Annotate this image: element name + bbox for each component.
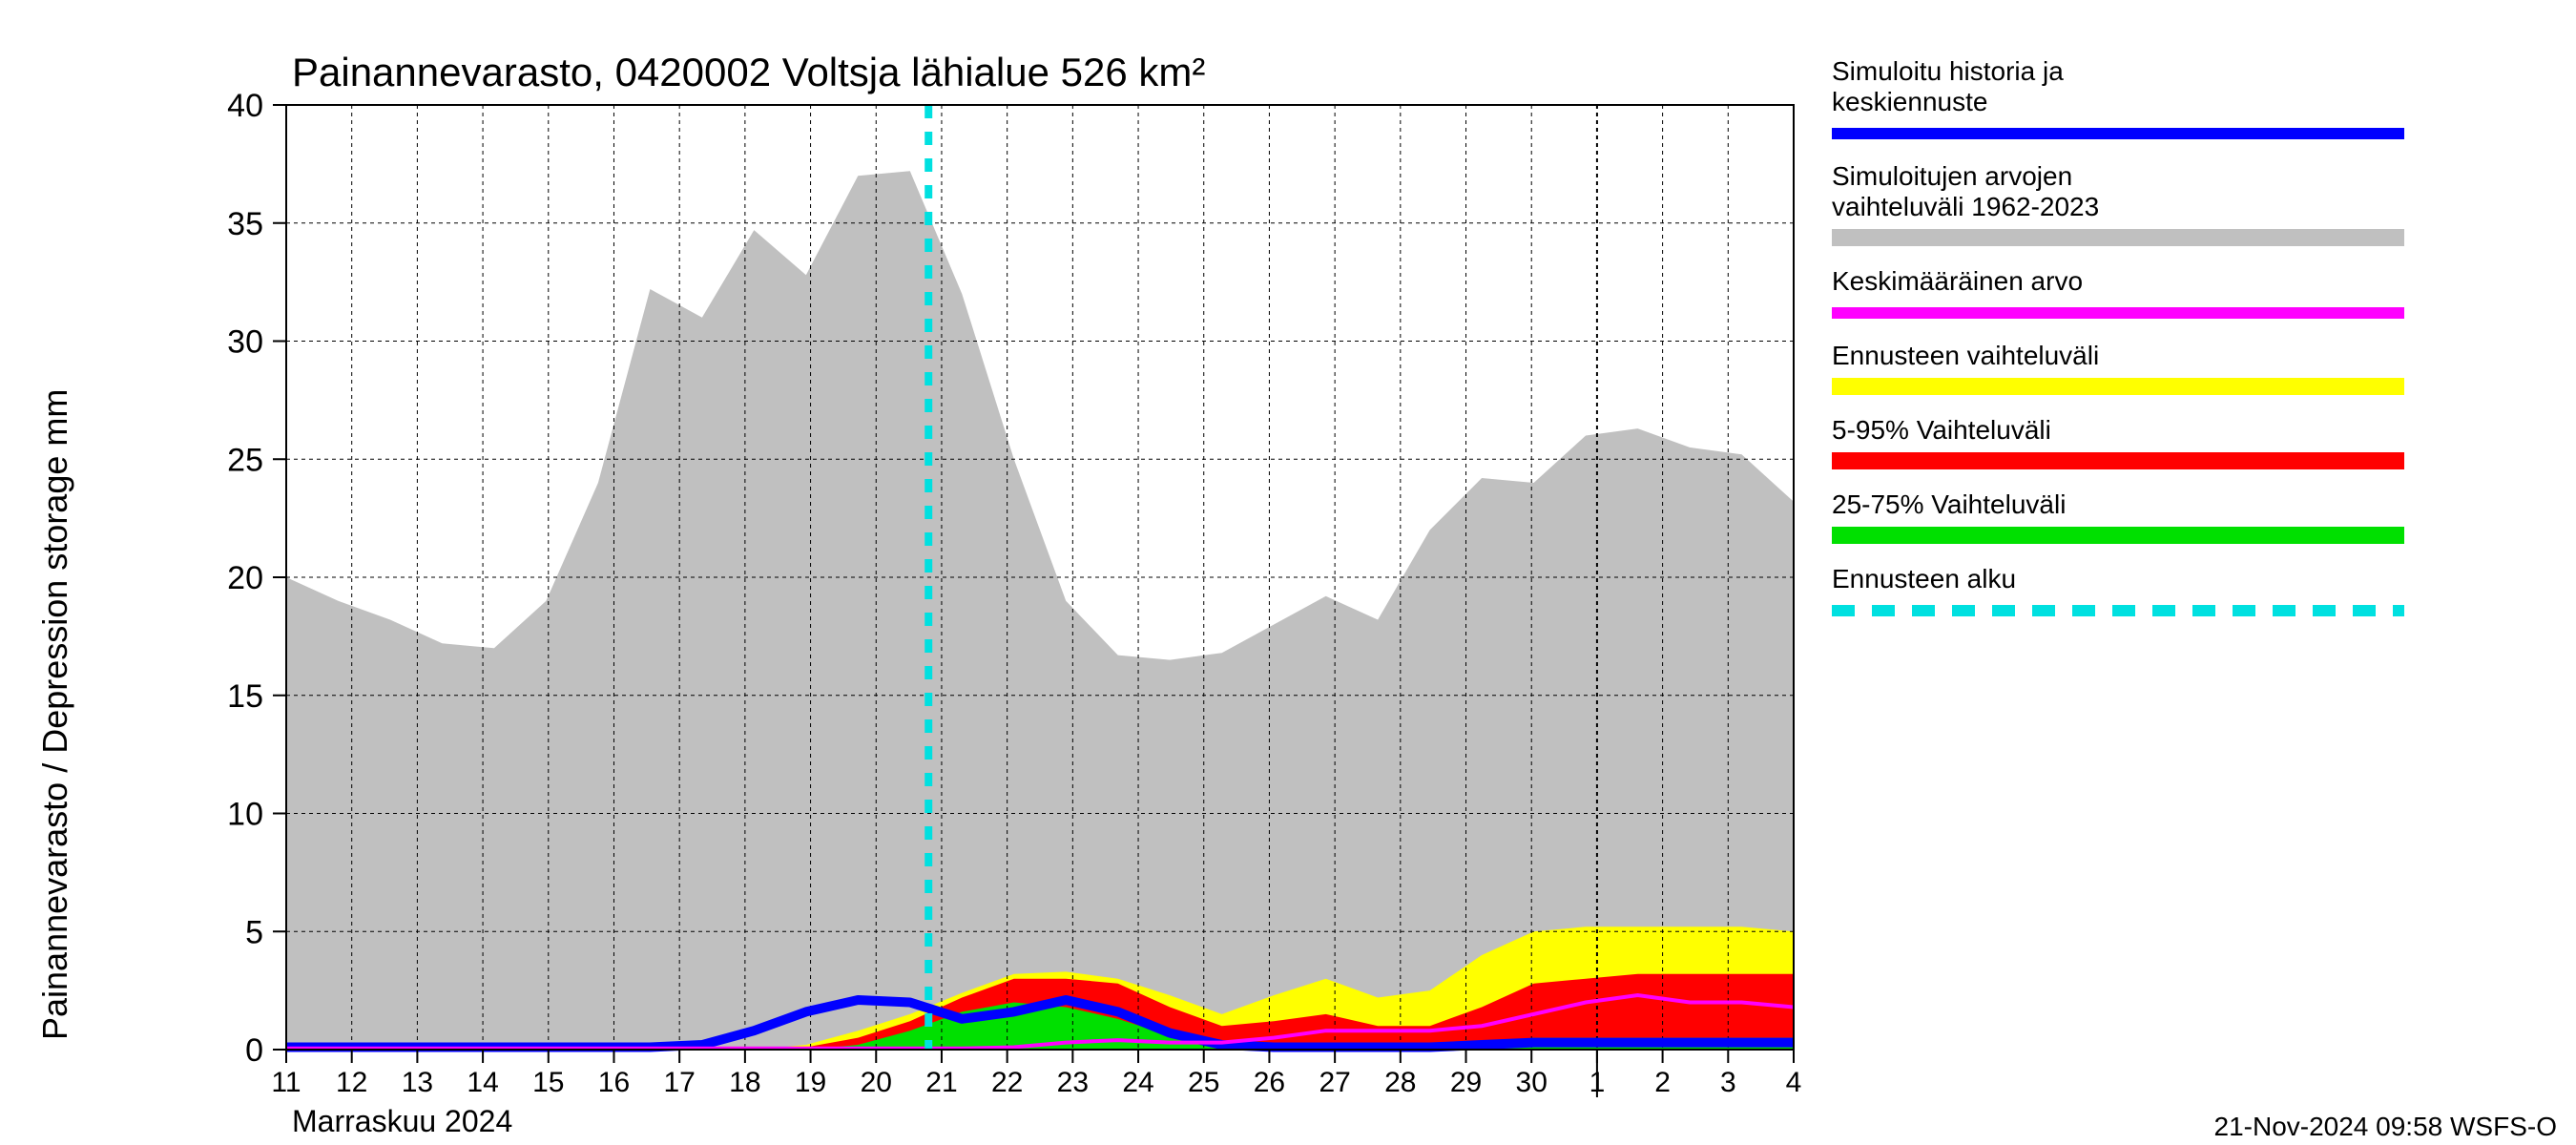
x-tick-label: 16 [598,1067,630,1098]
x-tick-label: 4 [1786,1067,1802,1098]
legend-label: 25-75% Vaihteluväli [1832,489,2066,519]
x-tick-label: 22 [991,1067,1023,1098]
y-tick-label: 20 [227,560,263,596]
legend-line-swatch [1832,128,2404,139]
x-tick-label: 12 [336,1067,367,1098]
legend-swatch [1832,378,2404,395]
x-tick-label: 24 [1122,1067,1153,1098]
x-tick-label: 30 [1516,1067,1548,1098]
y-tick-label: 0 [245,1032,263,1069]
x-tick-label: 13 [402,1067,433,1098]
x-tick-label: 18 [729,1067,760,1098]
x-tick-label: 27 [1319,1067,1350,1098]
legend-swatch [1832,229,2404,246]
x-tick-label: 21 [925,1067,957,1098]
x-tick-label: 25 [1188,1067,1219,1098]
x-tick-label: 29 [1450,1067,1482,1098]
chart-container: { "title": "Painannevarasto, 0420002 Vol… [0,0,2576,1145]
legend-label: Ennusteen vaihteluväli [1832,341,2099,370]
y-tick-label: 5 [245,914,263,950]
legend-line-swatch [1832,307,2404,319]
legend-swatch [1832,527,2404,544]
legend-swatch [1832,452,2404,469]
legend-label: Simuloitu historia ja [1832,56,2064,86]
x-tick-label: 26 [1254,1067,1285,1098]
y-tick-label: 15 [227,678,263,715]
legend-label: 5-95% Vaihteluväli [1832,415,2051,445]
timestamp-label: 21-Nov-2024 09:58 WSFS-O [2214,1112,2558,1141]
legend-label: keskiennuste [1832,87,1987,116]
chart-svg: 0510152025303540111213141516171819202122… [0,0,2576,1145]
x-tick-label: 17 [663,1067,695,1098]
x-tick-label: 15 [532,1067,564,1098]
x-tick-label: 23 [1057,1067,1089,1098]
y-axis-label: Painannevarasto / Depression storage mm [35,389,74,1040]
y-tick-label: 10 [227,797,263,833]
x-month-label-fi: Marraskuu 2024 [292,1104,512,1138]
legend-label: Ennusteen alku [1832,564,2016,593]
y-tick-label: 40 [227,88,263,124]
x-tick-label: 3 [1720,1067,1736,1098]
y-tick-label: 25 [227,442,263,478]
x-tick-label: 20 [861,1067,892,1098]
y-tick-label: 35 [227,206,263,242]
x-tick-label: 19 [795,1067,826,1098]
legend-label: Simuloitujen arvojen [1832,161,2072,191]
x-tick-label: 2 [1654,1067,1671,1098]
chart-title: Painannevarasto, 0420002 Voltsja lähialu… [292,50,1205,94]
x-tick-label: 14 [467,1067,498,1098]
x-tick-label: 1 [1589,1067,1606,1098]
x-tick-label: 11 [271,1067,301,1098]
legend-label: Keskimääräinen arvo [1832,266,2083,296]
legend-label: vaihteluväli 1962-2023 [1832,192,2099,221]
x-month-label-en: November [292,1140,433,1145]
x-tick-label: 28 [1384,1067,1416,1098]
y-tick-label: 30 [227,324,263,361]
